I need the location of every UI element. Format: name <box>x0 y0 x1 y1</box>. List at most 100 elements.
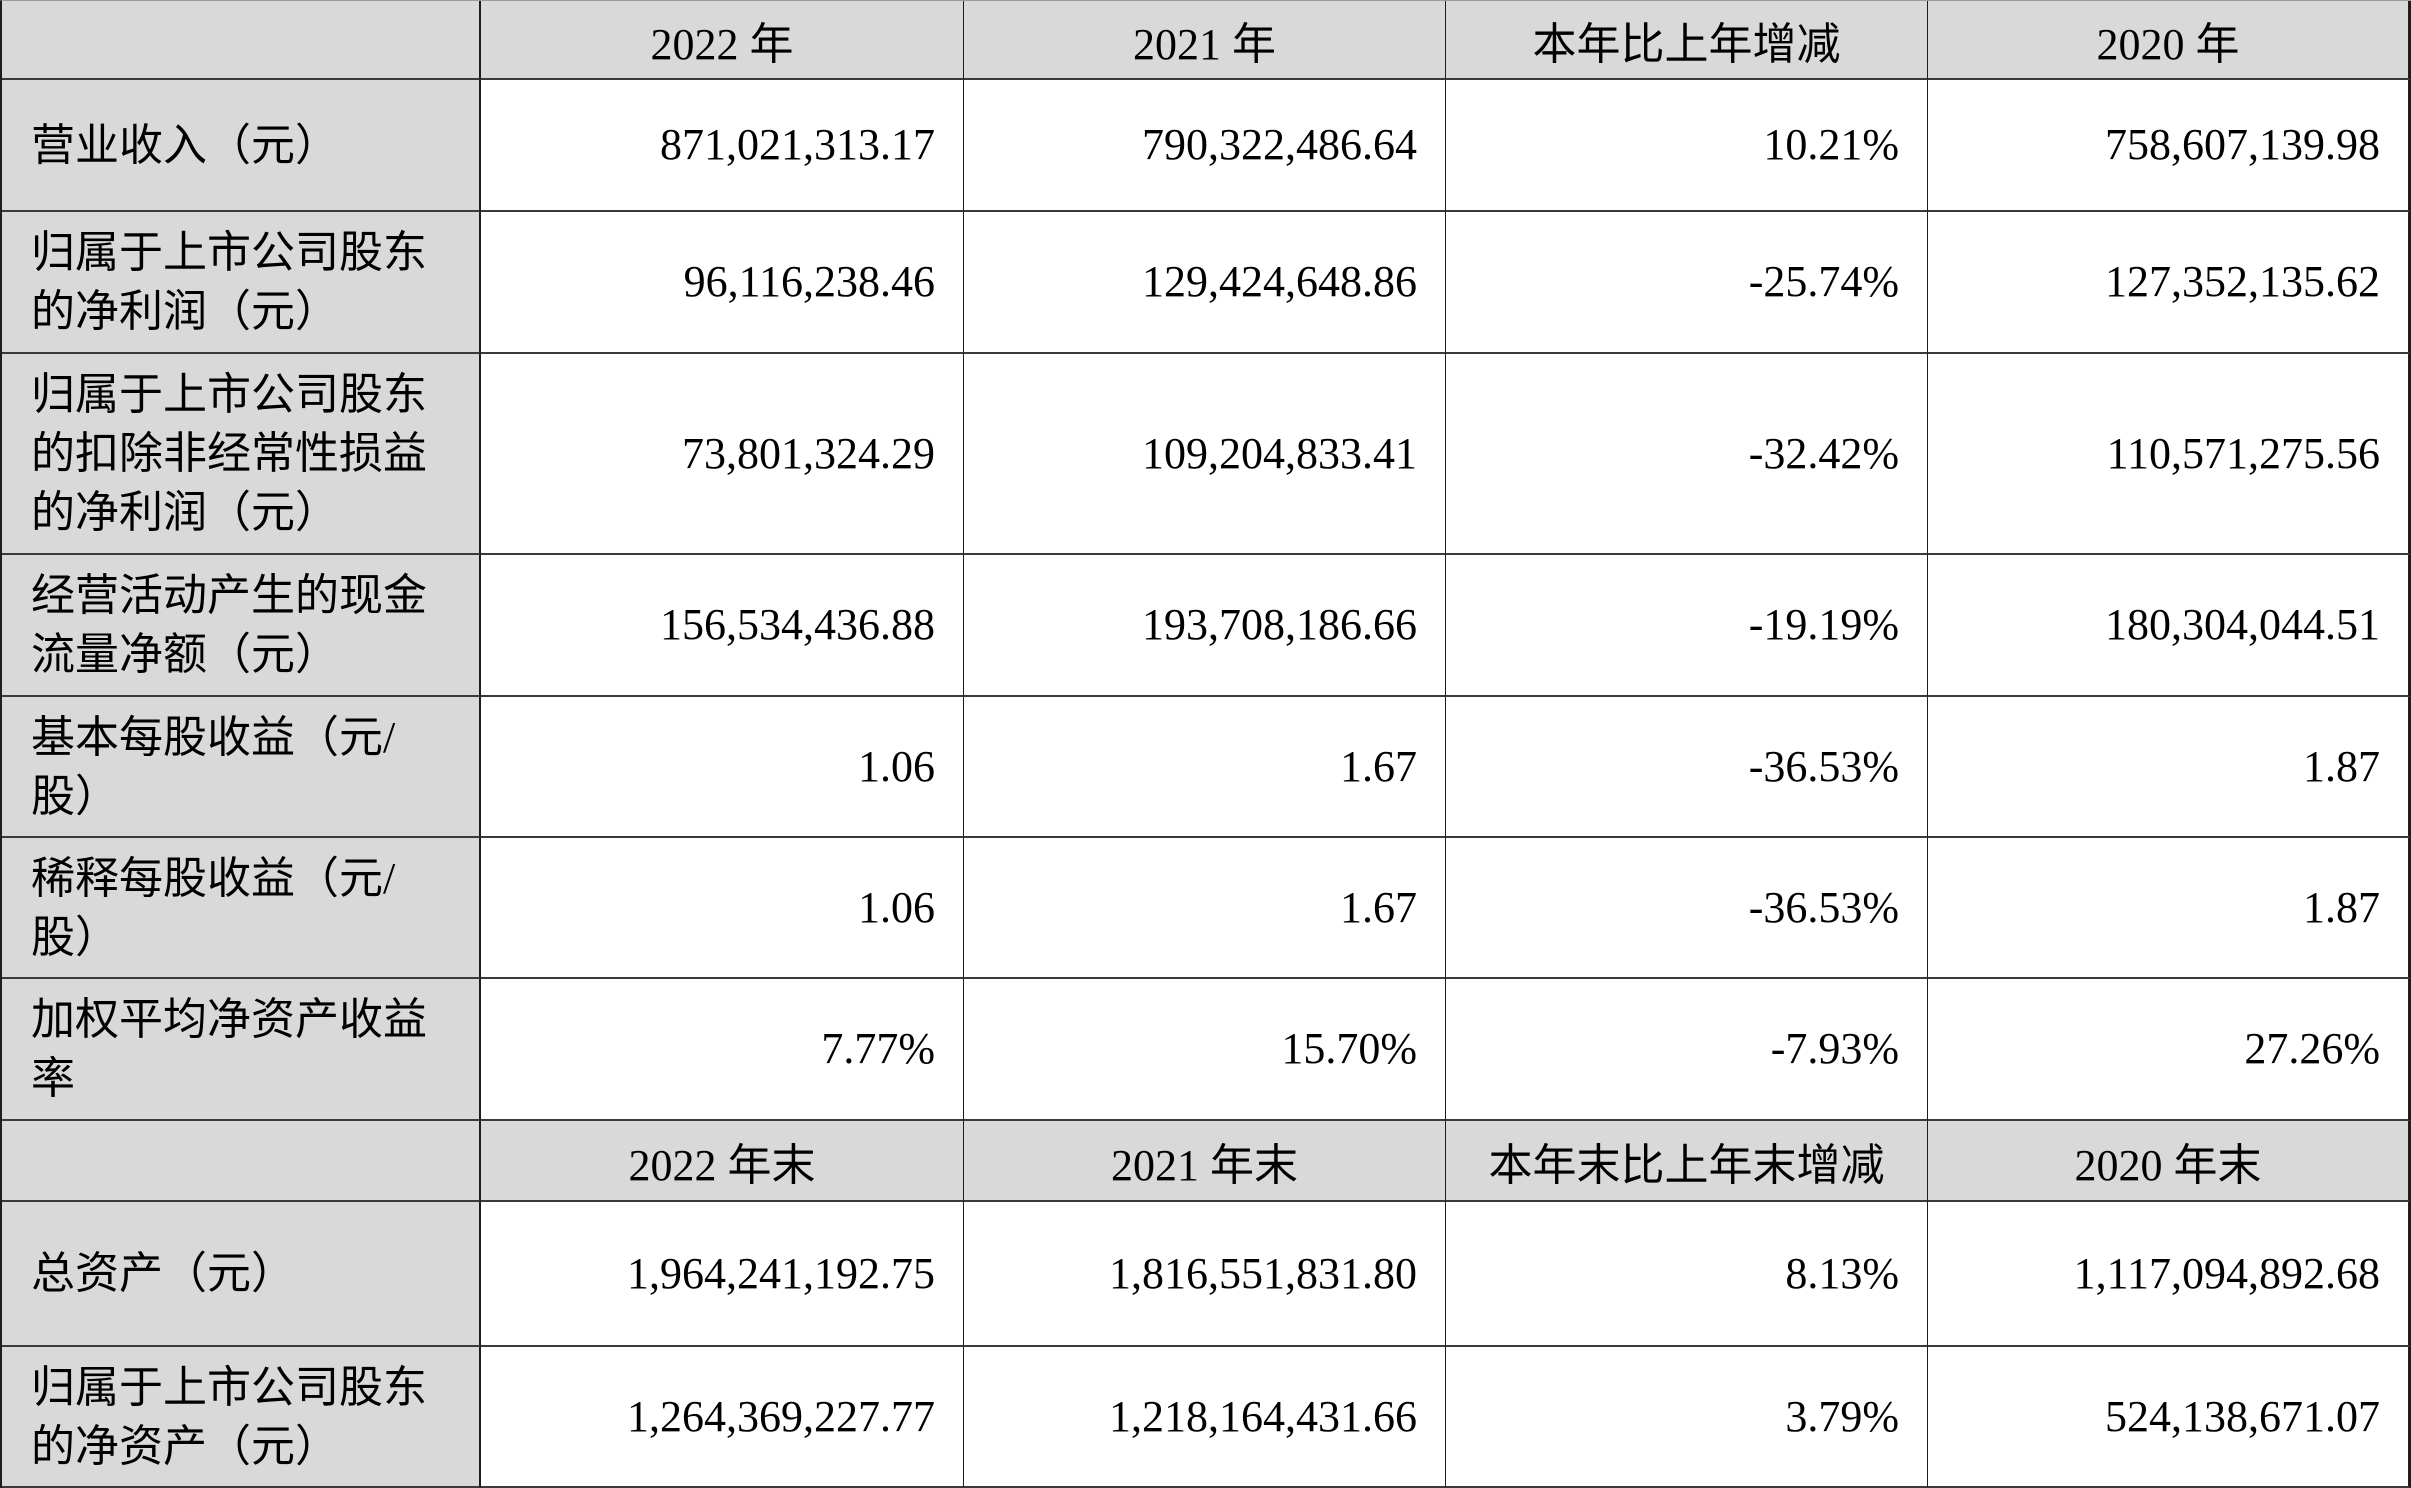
column-header-label: 2022 年末 <box>628 1140 816 1190</box>
row-label-cell: 经营活动产生的现金 流量净额（元） <box>2 555 481 697</box>
cell-2022-end: 1,964,241,192.75 <box>481 1202 964 1347</box>
cell-2022: 96,116,238.46 <box>481 212 964 354</box>
cell-2020: 1.87 <box>1928 838 2411 979</box>
value: 27.26% <box>2244 1024 2380 1073</box>
value: 193,708,186.66 <box>1142 600 1417 649</box>
row-label-cell: 归属于上市公司股东 的净资产（元） <box>2 1347 481 1488</box>
cell-2021-end: 1,816,551,831.80 <box>964 1202 1446 1347</box>
column-header-label: 2022 年 <box>650 19 794 69</box>
value: 1,117,094,892.68 <box>2073 1248 2380 1298</box>
value: 1,264,369,227.77 <box>627 1391 935 1441</box>
column-header-2020-end: 2020 年末 <box>1928 1121 2411 1202</box>
value: 790,322,486.64 <box>1142 120 1417 169</box>
column-header-2020: 2020 年 <box>1928 1 2411 80</box>
row-label-net-profit-attributable: 归属于上市公司股东 的净利润（元） <box>31 228 427 336</box>
value: 1.67 <box>1340 741 1417 791</box>
column-header-2021-end: 2021 年末 <box>964 1121 1446 1202</box>
column-header-label: 2020 年 <box>2096 19 2240 69</box>
cell-2020: 1.87 <box>1928 697 2411 838</box>
header-corner-cell <box>2 1 481 80</box>
value: 129,424,648.86 <box>1142 257 1417 306</box>
cell-2020-end: 524,138,671.07 <box>1928 1347 2411 1488</box>
value: 1.87 <box>2303 741 2380 791</box>
cell-2021-end: 1,218,164,431.66 <box>964 1347 1446 1488</box>
cell-2020: 110,571,275.56 <box>1928 354 2411 555</box>
cell-2021: 1.67 <box>964 838 1446 979</box>
value: 8.13% <box>1785 1248 1899 1298</box>
value: 96,116,238.46 <box>683 257 935 306</box>
row-label-cell: 营业收入（元） <box>2 80 481 212</box>
row-label-cell: 基本每股收益（元/ 股） <box>2 697 481 838</box>
value: -32.42% <box>1748 428 1899 478</box>
cell-yoy-change: -7.93% <box>1446 979 1928 1121</box>
value: 180,304,044.51 <box>2105 600 2380 649</box>
row-label-cell: 归属于上市公司股东 的扣除非经常性损益 的净利润（元） <box>2 354 481 555</box>
column-header-label: 2021 年末 <box>1111 1140 1298 1190</box>
value: 1.87 <box>2303 882 2380 932</box>
row-label-basic-eps: 基本每股收益（元/ 股） <box>31 712 396 821</box>
column-header-label: 2020 年末 <box>2074 1140 2262 1190</box>
row-label-cell: 归属于上市公司股东 的净利润（元） <box>2 212 481 354</box>
cell-2021: 193,708,186.66 <box>964 555 1446 697</box>
value: -36.53% <box>1748 882 1899 932</box>
value: 73,801,324.29 <box>682 428 935 478</box>
cell-2022: 871,021,313.17 <box>481 80 964 212</box>
value: 758,607,139.98 <box>2105 120 2380 169</box>
column-header-yoy-change: 本年比上年增减 <box>1446 1 1928 80</box>
value: 15.70% <box>1281 1024 1417 1073</box>
cell-2020: 127,352,135.62 <box>1928 212 2411 354</box>
row-label-total-assets: 总资产（元） <box>31 1249 295 1298</box>
row-label-diluted-eps: 稀释每股收益（元/ 股） <box>31 853 396 962</box>
value: -25.74% <box>1748 257 1899 306</box>
row-label-net-assets-attributable: 归属于上市公司股东 的净资产（元） <box>31 1362 427 1471</box>
cell-2022: 73,801,324.29 <box>481 354 964 555</box>
cell-yoy-change: -25.74% <box>1446 212 1928 354</box>
value: 7.77% <box>821 1024 935 1073</box>
value: 1.06 <box>858 882 935 932</box>
cell-2020-end: 1,117,094,892.68 <box>1928 1202 2411 1347</box>
cell-yoy-change: 10.21% <box>1446 80 1928 212</box>
row-label-cell: 总资产（元） <box>2 1202 481 1347</box>
column-header-label: 本年比上年增减 <box>1532 19 1841 69</box>
value: 1,816,551,831.80 <box>1109 1248 1417 1298</box>
value: -36.53% <box>1748 741 1899 791</box>
row-label-weighted-roe: 加权平均净资产收益 率 <box>31 995 427 1103</box>
cell-yoy-change: -19.19% <box>1446 555 1928 697</box>
cell-2022: 156,534,436.88 <box>481 555 964 697</box>
row-label-operating-revenue: 营业收入（元） <box>31 120 339 170</box>
cell-2020: 758,607,139.98 <box>1928 80 2411 212</box>
value: 871,021,313.17 <box>660 120 935 169</box>
cell-2021: 15.70% <box>964 979 1446 1121</box>
cell-2021: 129,424,648.86 <box>964 212 1446 354</box>
row-label-operating-cash-flow: 经营活动产生的现金 流量净额（元） <box>31 571 427 679</box>
cell-year-end-change: 3.79% <box>1446 1347 1928 1488</box>
row-label-cell: 加权平均净资产收益 率 <box>2 979 481 1121</box>
cell-yoy-change: -32.42% <box>1446 354 1928 555</box>
column-header-2022-end: 2022 年末 <box>481 1121 964 1202</box>
value: 1.67 <box>1340 882 1417 932</box>
cell-2022: 1.06 <box>481 697 964 838</box>
cell-2022-end: 1,264,369,227.77 <box>481 1347 964 1488</box>
value: 1.06 <box>858 741 935 791</box>
row-label-net-profit-excl-nonrecurring: 归属于上市公司股东 的扣除非经常性损益 的净利润（元） <box>31 370 427 537</box>
column-header-2022: 2022 年 <box>481 1 964 80</box>
cell-2021: 790,322,486.64 <box>964 80 1446 212</box>
cell-2022: 1.06 <box>481 838 964 979</box>
value: 1,964,241,192.75 <box>627 1248 935 1298</box>
column-header-label: 2021 年 <box>1133 19 1276 69</box>
column-header-year-end-change: 本年末比上年末增减 <box>1446 1121 1928 1202</box>
cell-2020: 180,304,044.51 <box>1928 555 2411 697</box>
column-header-2021: 2021 年 <box>964 1 1446 80</box>
cell-2020: 27.26% <box>1928 979 2411 1121</box>
cell-2021: 109,204,833.41 <box>964 354 1446 555</box>
value: 1,218,164,431.66 <box>1109 1391 1417 1441</box>
header-corner-cell <box>2 1121 481 1202</box>
value: -7.93% <box>1770 1024 1899 1073</box>
cell-2021: 1.67 <box>964 697 1446 838</box>
cell-2022: 7.77% <box>481 979 964 1121</box>
value: 3.79% <box>1785 1391 1899 1441</box>
value: 156,534,436.88 <box>660 600 935 649</box>
cell-yoy-change: -36.53% <box>1446 838 1928 979</box>
value: 127,352,135.62 <box>2105 257 2380 306</box>
